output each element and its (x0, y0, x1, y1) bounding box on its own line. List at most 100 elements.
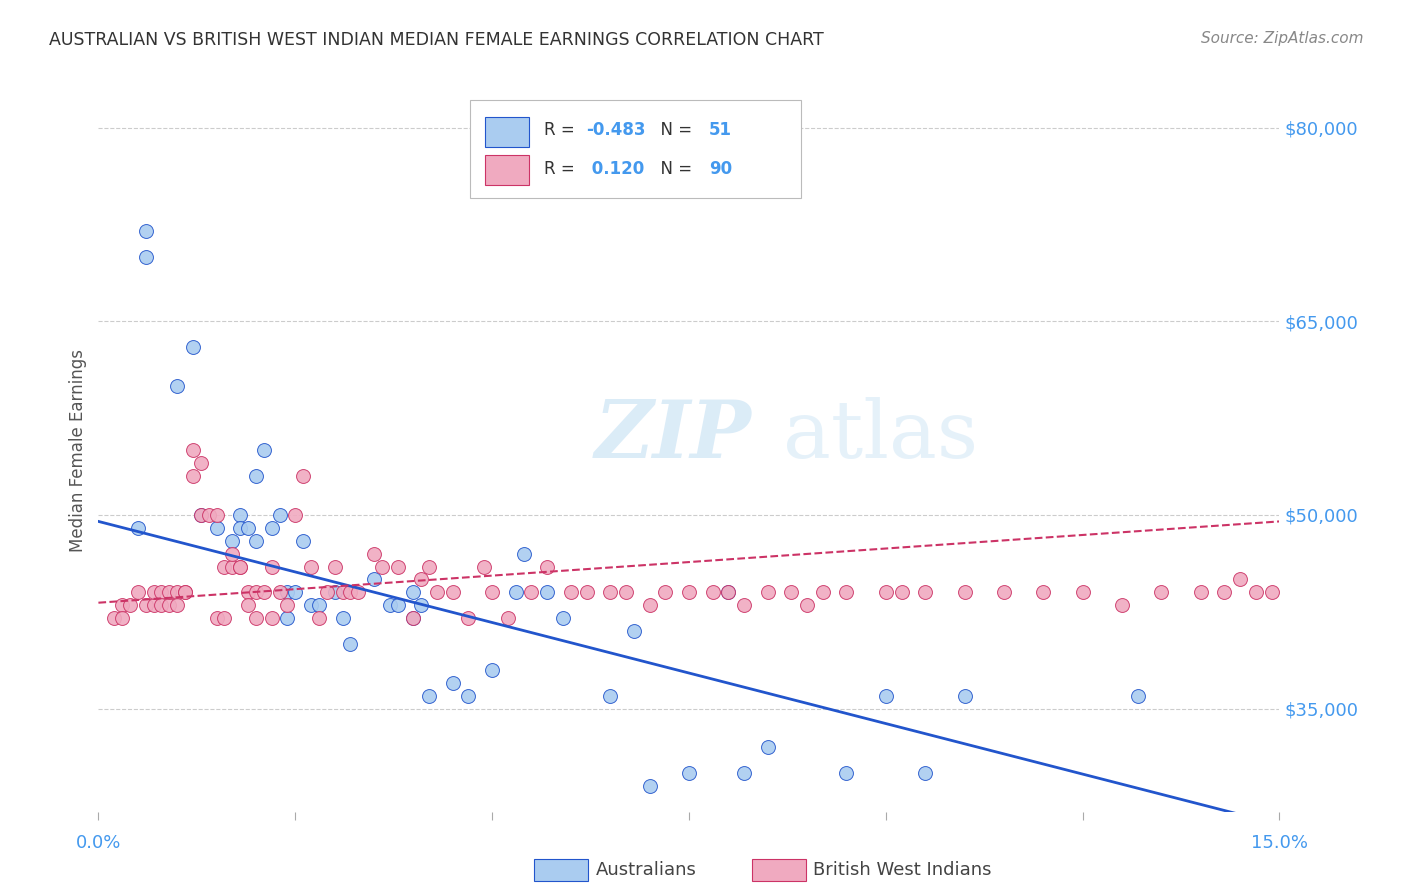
Point (599, 585, 621, 599)
Text: atlas: atlas (783, 397, 979, 475)
Point (623, 624, 645, 639)
Point (150, 585, 173, 599)
Text: British West Indians: British West Indians (813, 861, 991, 879)
Point (142, 585, 165, 599)
Point (127, 585, 149, 599)
Point (229, 521, 252, 535)
Point (678, 766, 700, 780)
Point (402, 611, 425, 625)
Point (914, 585, 936, 599)
Point (260, 521, 283, 535)
Text: 15.0%: 15.0% (1251, 834, 1308, 852)
Text: Source: ZipAtlas.com: Source: ZipAtlas.com (1201, 31, 1364, 46)
Point (229, 559, 252, 574)
Point (315, 585, 337, 599)
Point (135, 599, 157, 613)
Point (536, 585, 558, 599)
Point (276, 585, 298, 599)
Point (717, 585, 740, 599)
Point (796, 599, 818, 613)
Point (441, 585, 464, 599)
Point (236, 521, 259, 535)
Point (229, 508, 252, 522)
Point (157, 599, 180, 613)
Point (276, 611, 298, 625)
Point (1260, 585, 1282, 599)
Point (378, 599, 401, 613)
Point (481, 585, 503, 599)
Point (260, 559, 283, 574)
Point (363, 547, 385, 561)
Bar (485, 155, 530, 186)
Point (111, 599, 134, 613)
Point (402, 611, 425, 625)
Point (371, 559, 394, 574)
Point (1111, 599, 1133, 613)
Text: 90: 90 (709, 161, 733, 178)
Point (387, 599, 409, 613)
Point (875, 689, 897, 703)
Point (308, 599, 330, 613)
Point (1126, 689, 1149, 703)
Point (236, 585, 259, 599)
Point (914, 766, 936, 780)
Point (253, 443, 276, 458)
Point (678, 585, 700, 599)
Point (993, 585, 1015, 599)
Point (166, 379, 188, 393)
Point (142, 599, 165, 613)
Point (111, 611, 134, 625)
Text: 0.120: 0.120 (586, 161, 644, 178)
Point (551, 611, 574, 625)
Point (127, 521, 149, 535)
Point (614, 585, 637, 599)
Point (496, 611, 519, 625)
Point (411, 599, 433, 613)
Point (269, 508, 291, 522)
Point (276, 599, 298, 613)
Point (363, 573, 385, 587)
Point (520, 585, 543, 599)
Point (221, 559, 243, 574)
Point (214, 559, 236, 574)
Point (205, 508, 228, 522)
Point (654, 585, 676, 599)
Point (875, 585, 897, 599)
Point (599, 689, 621, 703)
Point (135, 250, 157, 264)
Point (103, 611, 125, 625)
Point (229, 559, 252, 574)
Text: ZIP: ZIP (595, 397, 751, 475)
Point (284, 508, 307, 522)
Point (150, 599, 173, 613)
Point (890, 585, 912, 599)
Point (299, 559, 322, 574)
Point (197, 508, 219, 522)
Point (339, 585, 361, 599)
Text: -0.483: -0.483 (586, 121, 645, 139)
Point (733, 766, 755, 780)
Text: 51: 51 (709, 121, 733, 139)
Point (245, 533, 267, 548)
Point (512, 547, 534, 561)
Point (1213, 585, 1236, 599)
Point (953, 689, 976, 703)
Point (205, 611, 228, 625)
Point (174, 585, 197, 599)
Text: AUSTRALIAN VS BRITISH WEST INDIAN MEDIAN FEMALE EARNINGS CORRELATION CHART: AUSTRALIAN VS BRITISH WEST INDIAN MEDIAN… (49, 31, 824, 49)
Text: Australians: Australians (596, 861, 697, 879)
Point (260, 611, 283, 625)
Point (332, 611, 354, 625)
Point (181, 443, 204, 458)
Point (1150, 585, 1173, 599)
Point (135, 224, 157, 238)
Point (1189, 585, 1212, 599)
Point (387, 559, 409, 574)
Point (780, 585, 803, 599)
Point (181, 340, 204, 354)
Point (292, 469, 315, 483)
Point (190, 456, 212, 470)
Point (308, 611, 330, 625)
Point (756, 740, 779, 755)
Point (205, 521, 228, 535)
